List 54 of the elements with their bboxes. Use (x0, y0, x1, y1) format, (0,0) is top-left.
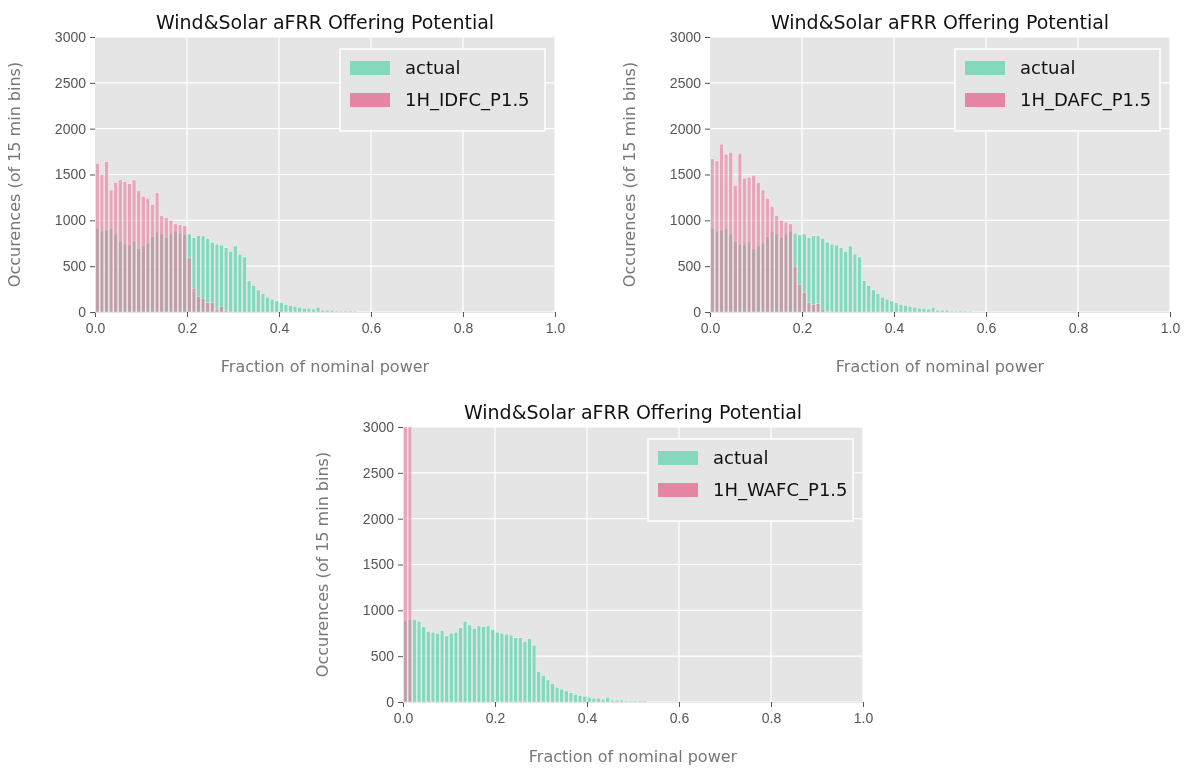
y-tick-label: 2000 (669, 120, 702, 137)
y-axis-title: Occurences (of 15 min bins) (5, 61, 24, 288)
x-tick-label: 1.0 (1160, 319, 1181, 336)
y-tick-label: 2500 (362, 464, 395, 481)
x-tick-label: 0.0 (393, 709, 414, 726)
y-tick-label: 1000 (669, 212, 702, 229)
y-tick-label: 2500 (54, 74, 87, 91)
y-tick-label: 3000 (54, 28, 87, 45)
y-tick-label: 0 (386, 693, 395, 710)
y-tick-label: 2000 (54, 120, 87, 137)
x-tick-label: 1.0 (545, 319, 566, 336)
x-tick-label: 0.6 (669, 709, 690, 726)
y-tick-label: 1000 (362, 602, 395, 619)
y-tick-label: 3000 (669, 28, 702, 45)
y-tick-label: 2500 (669, 74, 702, 91)
y-tick-label: 3000 (362, 418, 395, 435)
chart-title: Wind&Solar aFRR Offering Potential (463, 401, 803, 423)
y-tick-label: 2000 (362, 510, 395, 527)
chart-title: Wind&Solar aFRR Offering Potential (770, 11, 1110, 33)
x-tick-label: 0.0 (700, 319, 721, 336)
y-tick-label: 0 (78, 303, 87, 320)
x-tick-label: 0.6 (361, 319, 382, 336)
x-axis-title: Fraction of nominal power (835, 357, 1045, 376)
y-tick-label: 500 (62, 258, 87, 275)
y-tick-label: 500 (370, 648, 395, 665)
legend-label: 1H_DAFC_P1.5 (1020, 89, 1152, 111)
x-tick-label: 1.0 (853, 709, 874, 726)
x-tick-label: 0.2 (485, 709, 506, 726)
x-tick-label: 0.8 (1068, 319, 1089, 336)
x-tick-label: 0.8 (761, 709, 782, 726)
y-axis-title: Occurences (of 15 min bins) (620, 61, 639, 288)
legend-label: actual (713, 447, 769, 468)
x-tick-label: 0.2 (792, 319, 813, 336)
x-tick-label: 0.0 (85, 319, 106, 336)
x-tick-label: 0.2 (177, 319, 198, 336)
y-tick-label: 0 (693, 303, 702, 320)
chart-title: Wind&Solar aFRR Offering Potential (155, 11, 495, 33)
x-axis-title: Fraction of nominal power (220, 357, 430, 376)
y-tick-label: 1500 (54, 166, 87, 183)
x-tick-label: 0.4 (269, 319, 290, 336)
x-axis-title: Fraction of nominal power (528, 747, 738, 766)
y-axis-title: Occurences (of 15 min bins) (313, 451, 332, 678)
x-tick-label: 0.8 (453, 319, 474, 336)
y-tick-label: 1000 (54, 212, 87, 229)
x-tick-label: 0.4 (577, 709, 598, 726)
legend-label: 1H_IDFC_P1.5 (405, 89, 530, 111)
legend-label: actual (1020, 57, 1076, 78)
y-tick-label: 1500 (362, 556, 395, 573)
y-tick-label: 500 (677, 258, 702, 275)
x-tick-label: 0.6 (976, 319, 997, 336)
x-tick-label: 0.4 (884, 319, 905, 336)
y-tick-label: 1500 (669, 166, 702, 183)
legend-label: actual (405, 57, 461, 78)
legend-label: 1H_WAFC_P1.5 (713, 479, 848, 501)
